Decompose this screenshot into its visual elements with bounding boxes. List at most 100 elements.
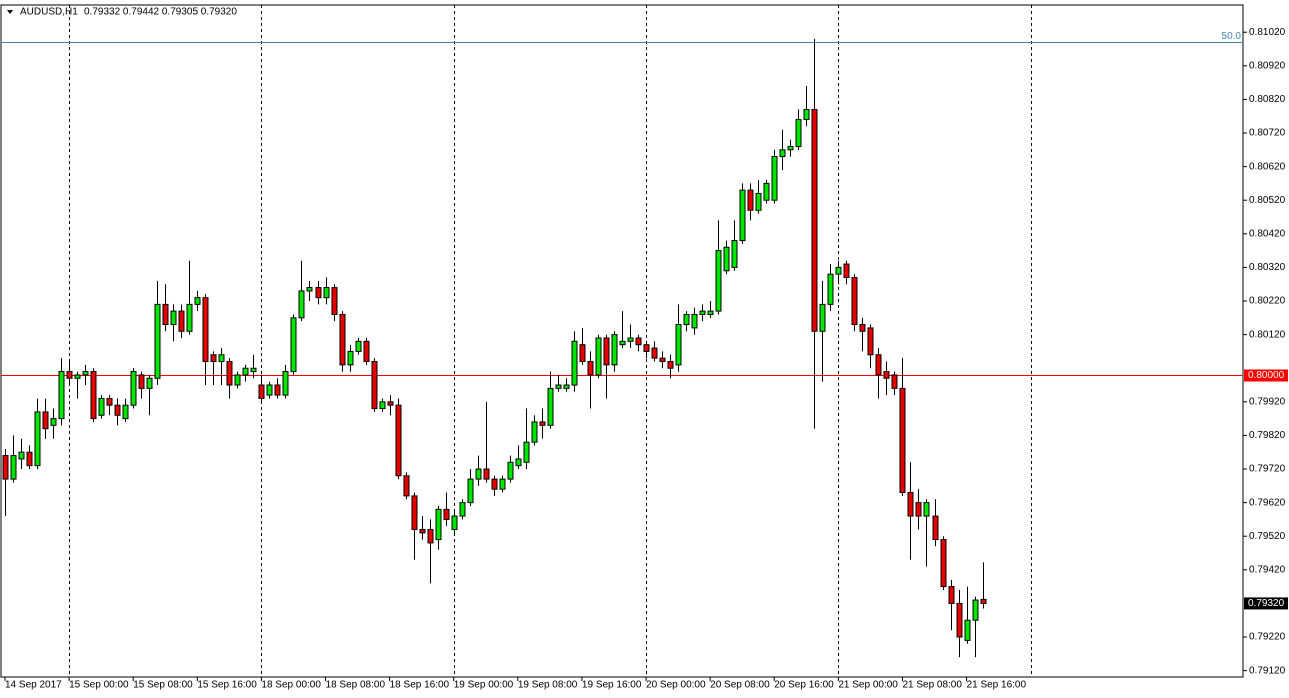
candle-body bbox=[34, 411, 41, 467]
y-tick-label: 0.80620 bbox=[1249, 161, 1286, 172]
candle-body bbox=[675, 324, 682, 366]
candle-body bbox=[475, 468, 482, 480]
y-tick-label: 0.81020 bbox=[1249, 27, 1286, 38]
candle-body bbox=[891, 374, 898, 389]
candle-body bbox=[379, 401, 386, 410]
candle-body bbox=[483, 468, 490, 480]
candle-body bbox=[964, 619, 971, 641]
candle-body bbox=[363, 340, 370, 362]
candle-body bbox=[539, 421, 546, 426]
candle-body bbox=[154, 303, 161, 379]
candle-body bbox=[771, 156, 778, 201]
candle-body bbox=[867, 327, 874, 356]
candle-body bbox=[242, 367, 249, 376]
candle-body bbox=[395, 404, 402, 477]
candle-body bbox=[883, 371, 890, 379]
candle-body bbox=[74, 374, 81, 379]
candle-body bbox=[803, 108, 810, 121]
candle-body bbox=[972, 599, 979, 621]
candle-body bbox=[331, 287, 338, 315]
y-tick-label: 0.80720 bbox=[1249, 128, 1286, 139]
candle-body bbox=[595, 337, 602, 376]
x-tick-label: 15 Sep 00:00 bbox=[69, 680, 129, 691]
candle-body bbox=[186, 303, 193, 332]
candle-body bbox=[643, 344, 650, 352]
candle-body bbox=[347, 350, 354, 366]
level-label: 50.0 bbox=[1222, 31, 1242, 42]
candle-body bbox=[306, 287, 313, 292]
candle-body bbox=[555, 384, 562, 389]
candle-body bbox=[651, 347, 658, 359]
candle-body bbox=[258, 384, 265, 399]
candle-body bbox=[531, 421, 538, 443]
x-tick-label: 15 Sep 16:00 bbox=[197, 680, 257, 691]
candle-body bbox=[715, 250, 722, 312]
level-price-label: 0.80000 bbox=[1248, 370, 1285, 381]
candle-body bbox=[170, 310, 177, 326]
y-tick-label: 0.79420 bbox=[1249, 564, 1286, 575]
candle-body bbox=[443, 508, 450, 520]
candle-body bbox=[523, 441, 530, 463]
candle-body bbox=[723, 246, 730, 272]
candle-body bbox=[875, 354, 882, 376]
y-tick-label: 0.79120 bbox=[1249, 665, 1286, 676]
candle-body bbox=[787, 145, 794, 151]
candle-body bbox=[315, 287, 322, 299]
candle-body bbox=[611, 334, 618, 366]
candle-body bbox=[699, 310, 706, 315]
candle-body bbox=[827, 273, 834, 305]
candle-body bbox=[274, 384, 281, 396]
candle-body bbox=[82, 371, 89, 376]
candle-body bbox=[114, 404, 121, 416]
candle-body bbox=[210, 354, 217, 362]
candle-body bbox=[956, 602, 963, 638]
candle-body bbox=[234, 374, 241, 386]
x-tick-label: 14 Sep 2017 bbox=[5, 680, 62, 691]
x-tick-label: 18 Sep 16:00 bbox=[390, 680, 450, 691]
candle-body bbox=[667, 360, 674, 369]
candle-body bbox=[843, 263, 850, 278]
x-tick-label: 19 Sep 00:00 bbox=[454, 680, 514, 691]
y-tick-label: 0.80520 bbox=[1249, 195, 1286, 206]
candle-body bbox=[2, 455, 9, 480]
candle-body bbox=[419, 528, 426, 534]
candle-body bbox=[403, 475, 410, 497]
candle-body bbox=[467, 478, 474, 504]
candle-body bbox=[371, 360, 378, 410]
candle-body bbox=[146, 377, 153, 389]
candle-body bbox=[162, 303, 169, 326]
candle-body bbox=[122, 404, 129, 420]
candle-body bbox=[130, 371, 137, 406]
candle-body bbox=[707, 310, 714, 315]
y-tick-label: 0.79820 bbox=[1249, 430, 1286, 441]
candle-body bbox=[507, 461, 514, 480]
candle-body bbox=[26, 451, 33, 467]
candle-body bbox=[178, 310, 185, 332]
candle-body bbox=[627, 337, 634, 342]
candle-body bbox=[899, 387, 906, 494]
candle-body bbox=[851, 276, 858, 326]
candle-body bbox=[619, 340, 626, 346]
candle-body bbox=[691, 313, 698, 329]
candle-body bbox=[739, 189, 746, 242]
candle-body bbox=[747, 189, 754, 211]
candle-body bbox=[811, 108, 818, 332]
candle-body bbox=[571, 340, 578, 386]
menu-triangle[interactable] bbox=[7, 10, 13, 14]
last-price-box bbox=[1244, 597, 1288, 610]
candle-body bbox=[427, 528, 434, 544]
x-tick-label: 21 Sep 16:00 bbox=[967, 680, 1027, 691]
candle-body bbox=[779, 149, 786, 158]
candle-body bbox=[683, 313, 690, 326]
candle-body bbox=[42, 411, 49, 430]
candle-body bbox=[563, 384, 570, 389]
candle-body bbox=[915, 502, 922, 517]
x-tick-label: 20 Sep 00:00 bbox=[646, 680, 706, 691]
candle-body bbox=[282, 371, 289, 396]
candle-body bbox=[387, 401, 394, 406]
candle-body bbox=[218, 354, 225, 362]
candle-body bbox=[635, 337, 642, 346]
candle-body bbox=[932, 515, 939, 541]
candle-body bbox=[18, 451, 25, 460]
candle-body bbox=[451, 515, 458, 530]
